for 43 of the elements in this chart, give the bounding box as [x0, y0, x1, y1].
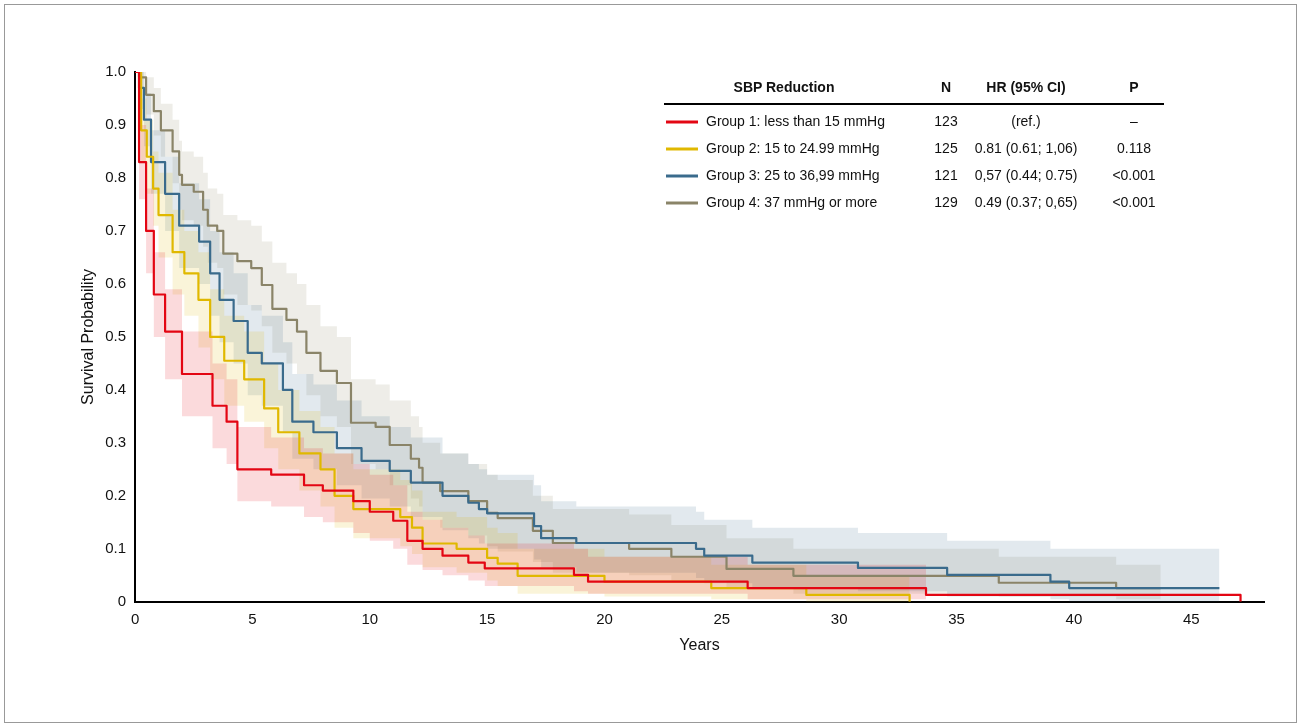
annotation: (ref.) [1011, 112, 1041, 129]
x-tick-label: 10 [361, 609, 379, 627]
annotation: 121 [934, 166, 958, 183]
annotation: – [1130, 112, 1139, 129]
annotation: 0.118 [1117, 139, 1152, 156]
x-tick-label: 45 [1182, 609, 1200, 627]
y-tick-label: 1.0 [105, 62, 127, 80]
legend-title: SBP Reduction [733, 78, 835, 95]
legend-label: Group 3: 25 to 36,99 mmHg [706, 166, 880, 183]
annotation: 123 [934, 112, 958, 129]
x-tick-label: 20 [596, 609, 613, 627]
annotation: 0.49 (0.37; 0,65) [974, 193, 1078, 210]
legend-label: Group 4: 37 mmHg or more [706, 193, 878, 210]
x-tick-label: 0 [130, 609, 140, 627]
y-tick-label: 0.4 [105, 380, 127, 398]
y-tick-label: 0.3 [105, 433, 127, 450]
x-axis-title: Years [679, 635, 720, 653]
y-tick-label: 0.9 [105, 115, 127, 133]
y-tick-label: 0.6 [105, 274, 127, 292]
legend-label: Group 1: less than 15 mmHg [706, 112, 885, 129]
annotation: <0.001 [1112, 166, 1156, 183]
y-tick-label: 0.7 [105, 221, 127, 239]
annotation: 0.81 (0.61; 1,06) [974, 139, 1078, 156]
x-tick-label: 35 [948, 609, 965, 627]
x-tick-label: 30 [830, 609, 848, 627]
annotation: N [940, 78, 952, 95]
x-tick-label: 15 [478, 609, 496, 627]
annotation: 0,57 (0.44; 0.75) [974, 166, 1078, 183]
y-tick-label: 0 [117, 591, 127, 609]
y-tick-label: 0.8 [105, 168, 127, 186]
y-tick-label: 0.1 [105, 538, 127, 556]
x-tick-label: 25 [713, 609, 731, 627]
y-tick-label: 0.2 [105, 485, 127, 503]
x-tick-label: 40 [1065, 609, 1083, 627]
legend-label: Group 2: 15 to 24.99 mmHg [706, 139, 880, 156]
annotation: 125 [934, 139, 958, 156]
annotation: <0.001 [1112, 193, 1156, 210]
y-tick-label: 0.5 [105, 327, 127, 345]
y-axis-title: Survival Probability [79, 268, 97, 405]
annotation: HR (95% CI) [986, 78, 1066, 95]
x-tick-label: 5 [248, 609, 257, 627]
annotation: 129 [934, 193, 958, 210]
annotation: P [1129, 78, 1139, 95]
